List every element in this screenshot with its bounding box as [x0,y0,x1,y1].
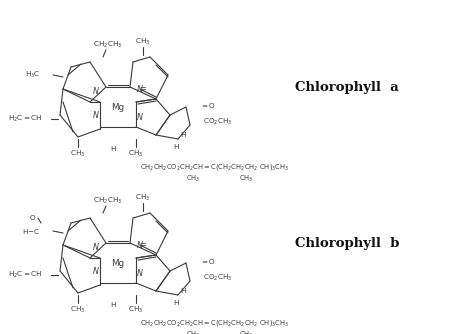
Text: CH$_2$CH$_2$CO$_2$CH$_2$CH$=$C(CH$_2$CH$_2$CH$_2$ CH)$_3$CH$_3$: CH$_2$CH$_2$CO$_2$CH$_2$CH$=$C(CH$_2$CH$… [140,318,290,328]
Text: N: N [93,111,99,120]
Text: H: H [173,144,179,150]
Text: CH$_3$: CH$_3$ [70,305,86,315]
Text: CH$_3$: CH$_3$ [128,305,144,315]
Text: CH$_3$: CH$_3$ [136,37,151,47]
Text: CH$_3$: CH$_3$ [70,149,86,159]
Text: =: = [140,85,146,94]
Text: CH$_3$: CH$_3$ [128,149,144,159]
Text: Mg: Mg [111,103,125,112]
Text: CH$_3$: CH$_3$ [239,330,253,334]
Text: H$_2$C$=$CH: H$_2$C$=$CH [8,114,43,124]
Text: N: N [137,241,143,250]
Text: CH$_2$CH$_3$: CH$_2$CH$_3$ [93,40,123,50]
Text: CH$_2$CH$_2$CO$_2$CH$_2$CH$=$C(CH$_2$CH$_2$CH$_2$ CH)$_3$CH$_3$: CH$_2$CH$_2$CO$_2$CH$_2$CH$=$C(CH$_2$CH$… [140,162,290,172]
Text: Chlorophyll  a: Chlorophyll a [295,81,399,95]
Text: Chlorophyll  b: Chlorophyll b [295,237,400,250]
Text: N: N [93,267,99,276]
Text: O: O [29,215,35,221]
Text: Mg: Mg [111,259,125,268]
Text: H: H [173,300,179,306]
Text: $=$O: $=$O [200,257,216,266]
Text: N: N [93,243,99,253]
Text: CH$_2$CH$_3$: CH$_2$CH$_3$ [93,196,123,206]
Text: H: H [180,288,186,294]
Text: H$_2$C$=$CH: H$_2$C$=$CH [8,270,43,280]
Text: H: H [110,302,116,308]
Text: $=$O: $=$O [200,101,216,110]
Text: N: N [137,113,143,122]
Text: CH$_3$: CH$_3$ [186,330,200,334]
Text: CO$_2$CH$_3$: CO$_2$CH$_3$ [203,273,233,283]
Text: H: H [180,132,186,138]
Text: N: N [93,88,99,97]
Text: CO$_2$CH$_3$: CO$_2$CH$_3$ [203,117,233,127]
Text: =: = [140,240,146,249]
Text: N: N [137,269,143,278]
Text: H$_3$C: H$_3$C [26,70,41,80]
Text: CH$_3$: CH$_3$ [186,174,200,184]
Text: CH$_3$: CH$_3$ [136,193,151,203]
Text: H$-$C: H$-$C [22,226,40,235]
Text: H: H [110,146,116,152]
Text: N: N [137,86,143,95]
Text: CH$_3$: CH$_3$ [239,174,253,184]
